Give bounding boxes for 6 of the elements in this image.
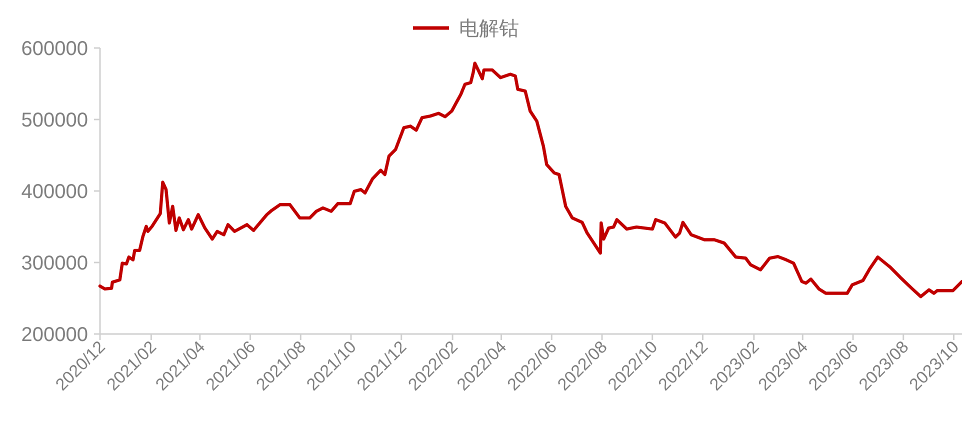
y-tick-label: 400000 [21,181,88,203]
y-tick-label: 300000 [21,252,88,274]
y-tick-label: 200000 [21,324,88,346]
y-tick-label: 500000 [21,110,88,132]
y-tick-label: 600000 [21,38,88,60]
legend-label: 电解钴 [459,18,519,40]
